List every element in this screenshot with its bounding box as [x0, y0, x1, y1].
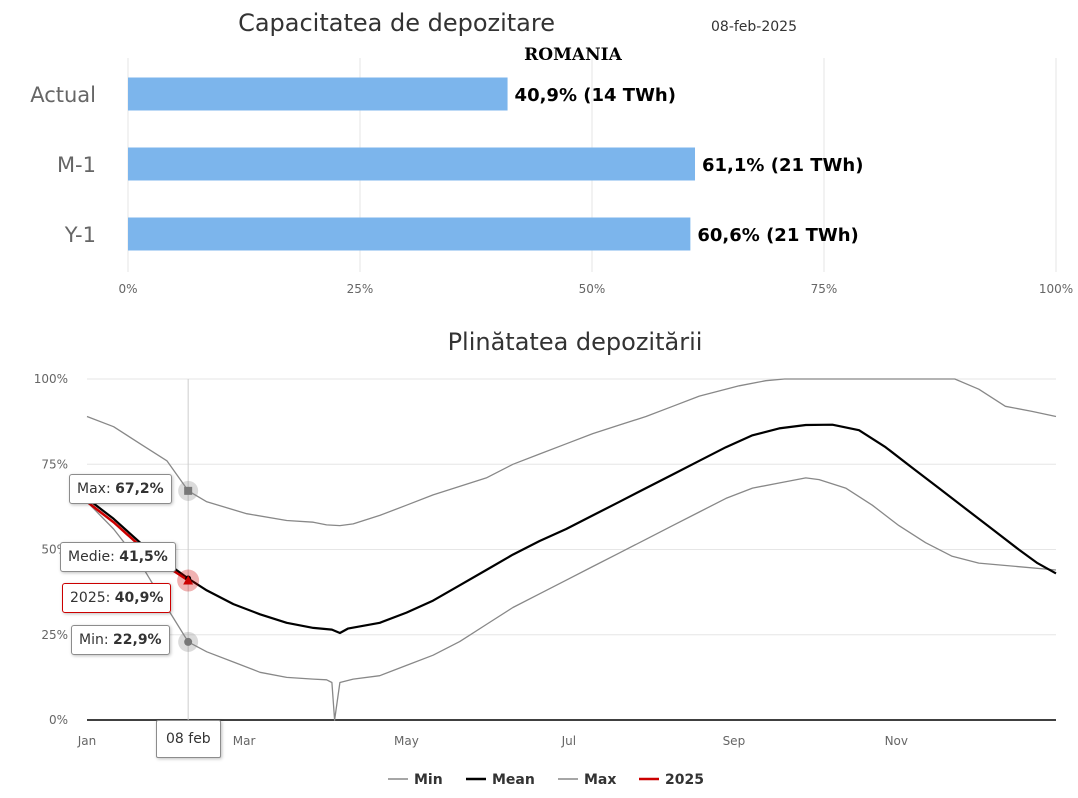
mean-tooltip-value: 41,5% — [119, 549, 168, 565]
bar-label-m-1: 61,1% (21 TWh) — [702, 155, 863, 176]
top-x-tick-75: 75% — [811, 282, 838, 296]
bottom-y-tick-25: 25% — [41, 628, 68, 642]
bottom-x-tick-jul: Jul — [561, 734, 576, 748]
bottom-y-tick-0: 0% — [49, 713, 68, 727]
series-line-min — [86, 477, 1057, 721]
bottom-chart-grid: 0%25%50%75%100%Jan Mar May Jul Sep Nov — [34, 372, 1056, 748]
top-x-tick-0: 0% — [118, 282, 137, 296]
bar-category-y-1: Y-1 — [64, 223, 96, 247]
max-marker — [184, 486, 193, 495]
max-tooltip: Max: 67,2% — [69, 474, 172, 504]
min-tooltip-label: Min: — [79, 632, 114, 648]
bar-y-1 — [128, 217, 691, 251]
bar-category-actual: Actual — [30, 83, 96, 107]
bottom-y-tick-75: 75% — [41, 457, 68, 471]
top-x-tick-100: 100% — [1039, 282, 1073, 296]
bottom-y-tick-100: 100% — [34, 372, 68, 386]
mean-tooltip: Medie: 41,5% — [60, 542, 176, 572]
y2025-marker — [183, 575, 194, 585]
bar-actual — [128, 77, 508, 111]
bottom-x-tick-jan: Jan — [77, 734, 97, 748]
mean-tooltip-label: Medie: — [68, 549, 120, 565]
max-tooltip-label: Max: — [77, 481, 116, 497]
bottom-x-tick-mar: Mar — [233, 734, 256, 748]
y2025-tooltip-label: 2025: — [70, 590, 115, 606]
top-x-tick-25: 25% — [347, 282, 374, 296]
bar-label-actual: 40,9% (14 TWh) — [515, 85, 676, 106]
top-chart-subtitle: ROMANIA — [524, 45, 622, 65]
y2025-tooltip-value: 40,9% — [114, 590, 164, 606]
top-chart-title: Capacitatea de depozitare — [238, 9, 555, 37]
legend-item-min[interactable]: Min — [414, 772, 443, 788]
legend[interactable]: Min Mean Max 2025 — [388, 772, 704, 788]
bottom-x-tick-may: May — [394, 734, 419, 748]
series-line-mean — [86, 423, 1057, 635]
bottom-x-tick-sep: Sep — [723, 734, 746, 748]
y2025-tooltip: 2025: 40,9% — [62, 583, 172, 613]
top-x-tick-50: 50% — [579, 282, 606, 296]
crosshair-date-label: 08 feb — [156, 720, 221, 758]
min-tooltip: Min: 22,9% — [71, 625, 170, 655]
legend-item-mean[interactable]: Mean — [492, 772, 535, 788]
top-chart-bars: Actual 40,9% (14 TWh) M-1 61,1% (21 TWh) Y-1… — [30, 77, 863, 251]
bar-category-m-1: M-1 — [57, 153, 96, 177]
legend-item-max[interactable]: Max — [584, 772, 616, 788]
min-marker — [184, 637, 193, 646]
top-chart-grid: 0% 25% 50% 75% 100% — [118, 58, 1073, 296]
top-chart-date: 08-feb-2025 — [711, 19, 797, 35]
max-tooltip-value: 67,2% — [115, 481, 164, 497]
legend-item-2025[interactable]: 2025 — [665, 772, 704, 788]
bar-label-y-1: 60,6% (21 TWh) — [697, 225, 858, 246]
bar-m-1 — [128, 147, 696, 181]
min-tooltip-value: 22,9% — [113, 632, 162, 648]
bottom-chart-markers — [177, 480, 200, 652]
series-line-max — [86, 378, 1057, 527]
bottom-chart-title: Plinătatea depozitării — [448, 328, 703, 356]
bottom-x-tick-nov: Nov — [885, 734, 908, 748]
